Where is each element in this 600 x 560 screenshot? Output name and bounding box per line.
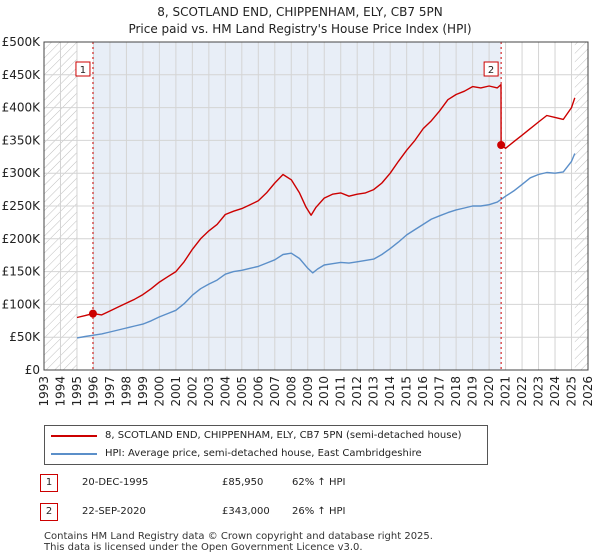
x-tick-label: 2022 <box>515 376 529 407</box>
transaction-number-badge: 1 <box>40 474 58 492</box>
x-tick-label: 2014 <box>383 376 397 407</box>
x-tick-label: 2006 <box>251 376 265 407</box>
y-tick-label: £200K <box>2 232 42 246</box>
sale-label-box <box>75 61 91 77</box>
x-tick-label: 2018 <box>449 376 463 407</box>
y-tick-label: £50K <box>9 330 41 344</box>
x-tick-label: 2000 <box>152 376 166 407</box>
x-tick-label: 2007 <box>268 376 282 407</box>
transaction-date: 22-SEP-2020 <box>82 506 146 517</box>
footer-license: This data is licensed under the Open Gov… <box>44 542 363 553</box>
y-tick-label: £450K <box>2 68 42 82</box>
x-tick-label: 1993 <box>37 376 51 407</box>
sale-point <box>497 140 506 149</box>
price-chart: 1 2 £0 £50K £100K £150K £200K £250K £300K £350K £… <box>2 35 595 407</box>
x-tick-label: 2012 <box>350 376 364 407</box>
legend: 8, SCOTLAND END, CHIPPENHAM, ELY, CB7 5P… <box>44 425 488 465</box>
x-tick-label: 2009 <box>301 376 315 407</box>
x-tick-label: 2015 <box>400 376 414 407</box>
x-tick-label: 2002 <box>185 376 199 407</box>
x-tick-label: 2024 <box>548 376 562 407</box>
x-tick-label: 2023 <box>532 376 546 407</box>
legend-swatch-hpi <box>51 453 97 455</box>
y-tick-label: £0 <box>25 363 40 377</box>
x-tick-label: 2001 <box>169 376 183 407</box>
y-tick-label: £100K <box>2 297 42 311</box>
sale-label: 2 <box>488 65 494 76</box>
y-tick-label: £150K <box>2 265 42 279</box>
x-tick-label: 2005 <box>235 376 249 407</box>
legend-label-price: 8, SCOTLAND END, CHIPPENHAM, ELY, CB7 5P… <box>105 430 462 441</box>
transaction-hpi-change: 26% ↑ HPI <box>292 506 346 517</box>
y-tick-label: £500K <box>2 35 42 49</box>
legend-swatch-price <box>51 435 97 437</box>
sale-label: 1 <box>80 65 86 76</box>
title-address: 8, SCOTLAND END, CHIPPENHAM, ELY, CB7 5P… <box>157 5 443 19</box>
transaction-price: £85,950 <box>222 477 264 488</box>
sale-label-box <box>483 61 499 77</box>
x-tick-label: 2011 <box>334 376 348 407</box>
price-paid-series-line <box>76 83 576 319</box>
hpi-series-line <box>76 153 576 339</box>
chart-title: 8, SCOTLAND END, CHIPPENHAM, ELY, CB7 5P… <box>0 4 600 38</box>
x-tick-label: 2013 <box>367 376 381 407</box>
x-tick-label: 2021 <box>499 376 513 407</box>
x-tick-label: 2004 <box>218 376 232 407</box>
transaction-date: 20-DEC-1995 <box>82 477 149 488</box>
y-tick-label: £300K <box>2 166 42 180</box>
transaction-price: £343,000 <box>222 506 270 517</box>
y-tick-label: £350K <box>2 133 42 147</box>
x-tick-label: 2017 <box>433 376 447 407</box>
x-tick-label: 2008 <box>284 376 298 407</box>
transaction-number-badge: 2 <box>40 503 58 521</box>
x-tick-label: 1997 <box>103 376 117 407</box>
y-tick-label: £400K <box>2 101 42 115</box>
x-tick-label: 1995 <box>70 376 84 407</box>
plot-frame <box>43 41 589 371</box>
transaction-hpi-change: 62% ↑ HPI <box>292 477 346 488</box>
title-subtitle: Price paid vs. HM Land Registry's House … <box>128 22 472 36</box>
x-tick-label: 2019 <box>466 376 480 407</box>
x-tick-label: 2016 <box>416 376 430 407</box>
x-tick-label: 1996 <box>86 376 100 407</box>
x-tick-label: 2003 <box>202 376 216 407</box>
x-tick-label: 1999 <box>136 376 150 407</box>
x-tick-label: 1998 <box>119 376 133 407</box>
x-tick-label: 2020 <box>482 376 496 407</box>
x-tick-label: 2026 <box>581 376 595 407</box>
sale-point <box>88 309 97 318</box>
x-tick-label: 2025 <box>565 376 579 407</box>
footer-copyright: Contains HM Land Registry data © Crown c… <box>44 531 433 542</box>
footer: Contains HM Land Registry data © Crown c… <box>44 531 584 553</box>
x-tick-label: 2010 <box>317 376 331 407</box>
y-tick-label: £250K <box>2 199 42 213</box>
x-tick-label: 1994 <box>53 376 67 407</box>
legend-label-hpi: HPI: Average price, semi-detached house,… <box>105 448 422 459</box>
